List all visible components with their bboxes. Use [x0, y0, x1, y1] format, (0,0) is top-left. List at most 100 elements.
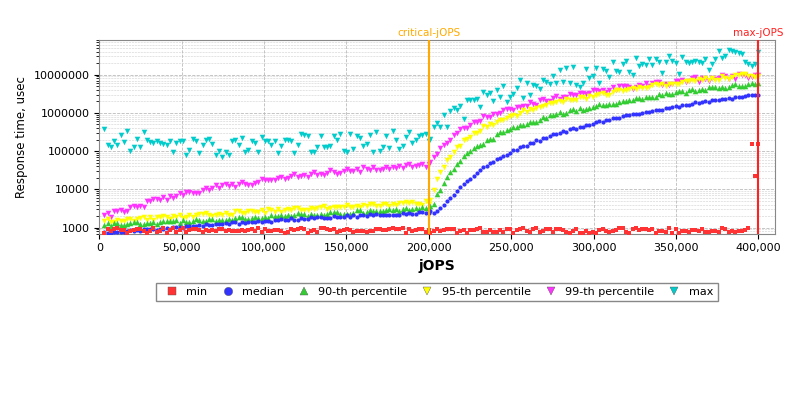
Point	[715, 55, 728, 62]
Point	[606, 228, 619, 234]
Point	[363, 200, 376, 207]
Point	[108, 220, 121, 226]
Point	[347, 204, 360, 210]
Point	[278, 212, 291, 219]
Point	[441, 124, 454, 130]
Point	[249, 180, 262, 186]
Point	[252, 214, 265, 221]
Point	[246, 218, 258, 225]
Point	[308, 169, 321, 175]
Point	[199, 137, 212, 143]
Point	[229, 219, 242, 226]
Point	[702, 67, 715, 73]
Point	[229, 215, 242, 222]
Point	[639, 80, 652, 87]
Point	[523, 229, 536, 235]
Point	[630, 55, 642, 62]
Point	[166, 225, 179, 231]
Point	[461, 136, 474, 142]
Point	[686, 86, 698, 92]
Point	[416, 226, 429, 232]
Point	[749, 74, 762, 80]
Point	[396, 165, 409, 172]
Point	[137, 129, 150, 136]
Point	[706, 84, 718, 91]
Point	[114, 217, 127, 224]
Point	[696, 226, 709, 232]
Point	[390, 212, 402, 218]
Point	[619, 58, 632, 64]
Point	[537, 114, 550, 121]
Point	[514, 76, 526, 83]
Point	[566, 97, 579, 104]
Point	[104, 213, 117, 220]
Point	[676, 79, 689, 85]
Point	[183, 227, 196, 233]
Point	[427, 154, 440, 160]
Point	[202, 187, 215, 194]
Point	[98, 229, 110, 236]
Point	[101, 220, 114, 226]
Point	[330, 214, 343, 220]
Point	[593, 88, 606, 94]
Point	[416, 160, 429, 167]
Point	[160, 142, 173, 149]
Point	[593, 80, 606, 86]
Point	[630, 225, 642, 232]
Point	[327, 169, 340, 175]
Point	[410, 201, 422, 207]
Point	[144, 139, 157, 145]
Point	[616, 98, 629, 104]
Point	[427, 210, 440, 216]
Point	[510, 104, 523, 110]
Point	[413, 133, 426, 140]
Point	[692, 76, 705, 82]
Point	[507, 124, 520, 130]
Point	[311, 144, 324, 151]
Point	[124, 204, 137, 210]
Point	[682, 87, 695, 93]
Point	[304, 228, 317, 234]
Point	[380, 212, 393, 218]
Point	[334, 211, 346, 217]
Point	[557, 111, 570, 118]
Point	[546, 131, 559, 137]
Point	[487, 98, 500, 104]
Point	[121, 220, 134, 227]
Point	[742, 72, 755, 79]
Point	[114, 227, 127, 233]
Point	[467, 118, 480, 125]
Point	[523, 106, 536, 112]
Point	[537, 77, 550, 84]
Point	[118, 138, 130, 145]
Point	[157, 194, 170, 200]
Point	[583, 105, 596, 112]
Point	[623, 112, 636, 118]
Point	[735, 71, 748, 78]
Point	[497, 107, 510, 113]
Point	[746, 63, 758, 69]
Point	[673, 70, 686, 77]
Point	[563, 107, 576, 113]
Point	[732, 94, 745, 100]
Point	[249, 214, 262, 220]
Point	[366, 149, 379, 155]
Point	[490, 131, 503, 137]
Point	[347, 210, 360, 216]
Point	[613, 98, 626, 105]
Point	[160, 230, 173, 236]
Point	[402, 210, 415, 216]
Point	[722, 84, 735, 90]
Point	[662, 105, 675, 111]
Point	[137, 214, 150, 220]
Point	[546, 229, 559, 235]
Point	[330, 204, 343, 211]
Point	[692, 78, 705, 85]
Point	[610, 227, 622, 233]
Point	[282, 174, 294, 181]
Point	[686, 227, 698, 233]
Point	[416, 204, 429, 210]
Point	[127, 219, 140, 226]
Point	[341, 202, 354, 209]
Point	[735, 50, 748, 57]
